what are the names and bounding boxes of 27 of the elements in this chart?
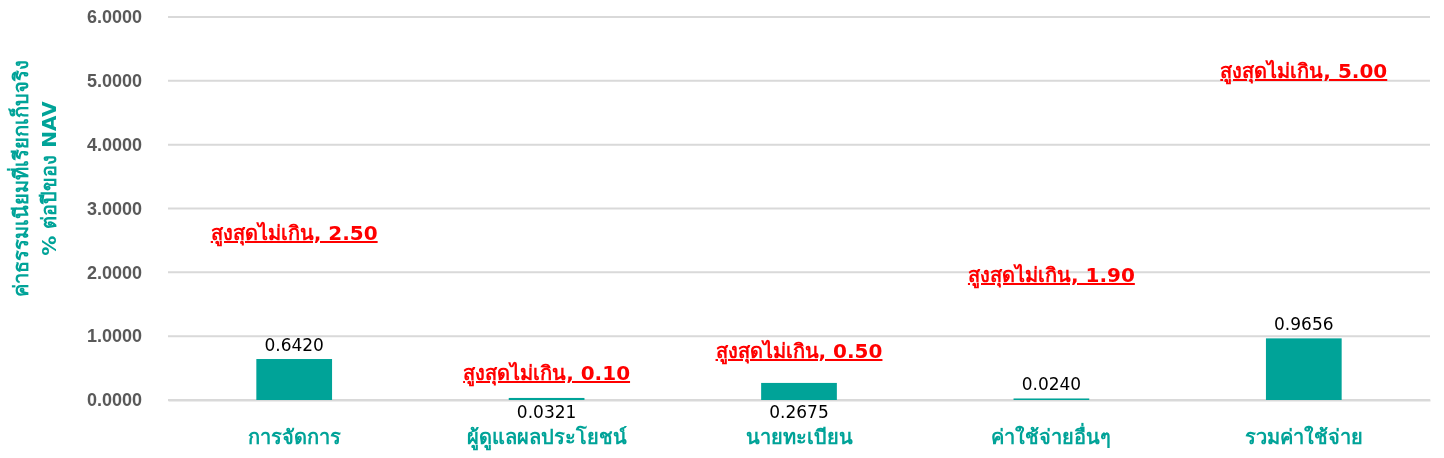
y-tick-label: 1.0000	[86, 326, 142, 347]
data-label: 0.9656	[1274, 314, 1334, 335]
bar	[256, 359, 333, 400]
y-tick-label: 2.0000	[86, 262, 142, 283]
y-tick-label: 6.0000	[86, 7, 142, 28]
data-label: 0.2675	[769, 402, 829, 422]
bar	[1265, 338, 1342, 400]
x-tick-label: ผู้ดูแลผลประโยชน์	[466, 425, 627, 452]
x-tick-label: ค่าใช้จ่ายอื่นๆ	[991, 422, 1112, 450]
x-tick-label: การจัดการ	[247, 426, 341, 449]
annotation: สูงสุดไม่เกิน, 0.10	[463, 361, 631, 387]
y-tick-label: 3.0000	[86, 198, 142, 219]
data-label: 0.6420	[264, 335, 324, 356]
y-tick-label: 5.0000	[86, 71, 142, 92]
annotation: สูงสุดไม่เกิน, 5.00	[1220, 59, 1388, 85]
y-tick-label: 0.0000	[86, 390, 142, 411]
annotation: สูงสุดไม่เกิน, 1.90	[967, 263, 1135, 289]
data-label: 0.0321	[516, 402, 577, 422]
annotation: สูงสุดไม่เกิน, 2.50	[210, 221, 378, 247]
bar	[761, 382, 837, 400]
annotation: สูงสุดไม่เกิน, 0.50	[715, 339, 883, 365]
y-axis-title: ค่าธรรมเนียมที่เรียกเก็บจริง % ต่อปีของ NAV	[6, 60, 61, 297]
bar	[508, 397, 585, 400]
y-tick-label: 4.0000	[86, 134, 142, 155]
data-label: 0.0240	[1021, 374, 1082, 395]
x-tick-label: รวมค่าใช้จ่าย	[1244, 425, 1363, 449]
x-tick-label: นายทะเบียน	[745, 426, 853, 449]
